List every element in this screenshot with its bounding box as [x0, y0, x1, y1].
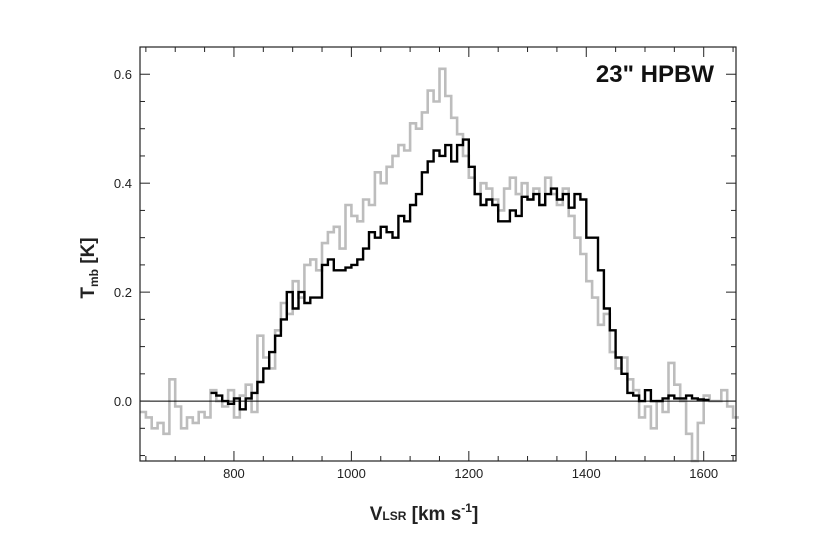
y-tick-label: 0.2 — [114, 285, 132, 300]
y-tick-label: 0.0 — [114, 394, 132, 409]
ticks-layer — [140, 46, 736, 461]
y-axis-title: Tmb [K] — [78, 237, 101, 298]
x-axis-title-main: V — [370, 504, 383, 525]
y-axis-title-sub: mb — [87, 269, 101, 287]
x-axis-title-sub: LSR — [382, 509, 406, 523]
hpbw-annotation: 23" HPBW — [596, 61, 714, 88]
x-tick-label: 1000 — [337, 466, 366, 481]
x-tick-label: 1600 — [689, 466, 718, 481]
black-spectrum-line — [210, 138, 710, 411]
x-axis-title-close: ] — [472, 504, 478, 525]
y-tick-label: 0.4 — [114, 176, 132, 191]
gray-series-layer — [140, 67, 739, 463]
y-tick-label: 0.6 — [114, 67, 132, 82]
plot-frame — [139, 46, 737, 462]
axes-layer — [139, 46, 737, 462]
y-axis-title-unit: [K] — [78, 237, 99, 269]
x-tick-label: 1400 — [572, 466, 601, 481]
gray-spectrum-line — [140, 67, 739, 463]
black-series-layer — [210, 138, 710, 411]
labels-layer: 800 1000 1200 1400 1600 0.0 0.2 0.4 0.6 — [114, 67, 718, 481]
y-axis-title-main: T — [78, 287, 99, 299]
x-axis-title-unit: [km s — [406, 504, 461, 525]
x-axis-title: VLSR [km s-1] — [370, 501, 479, 525]
x-tick-label: 1200 — [454, 466, 483, 481]
x-tick-label: 800 — [223, 466, 245, 481]
x-axis-title-sup: -1 — [461, 501, 472, 515]
